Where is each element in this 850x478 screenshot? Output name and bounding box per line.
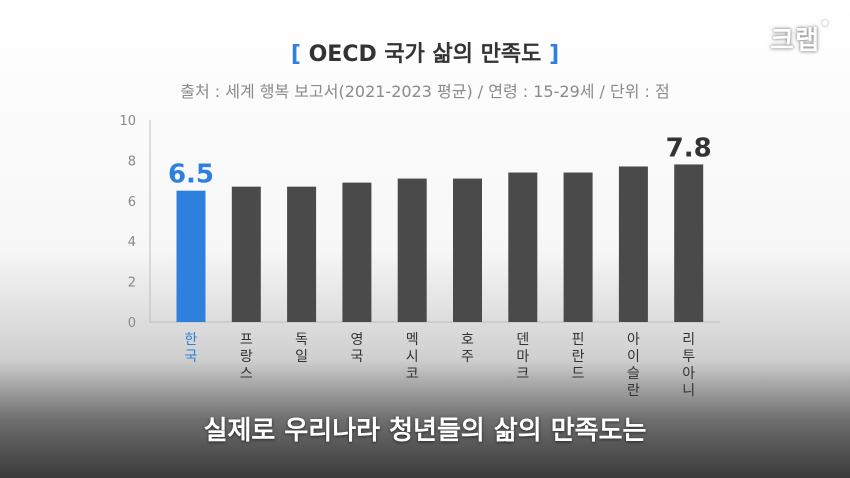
bar [453,178,482,322]
data-label: 6.5 [168,160,214,190]
logo-dot-icon [822,20,828,26]
title-bracket-close: ] [549,42,560,67]
y-tick-label: 6 [128,195,136,210]
bar [342,182,372,322]
bar [674,164,704,322]
bar [618,166,648,322]
subtitle-caption: 실제로 우리나라 청년들의 삶의 만족도는 [203,416,647,446]
brand-logo: 크랩 [770,20,828,57]
category-label: 리투아니아 [682,332,695,400]
logo-text: 크랩 [770,26,820,56]
y-tick-label: 2 [128,276,136,291]
bar [508,172,538,322]
bar-chart: 0 2 4 6 8 10 한국 프랑스 독일 영국 멕시코 호주 덴마크 핀란드 아이슬란드 리투아니아 6… [119,114,720,400]
bars [176,164,704,322]
y-tick-label: 4 [128,235,136,250]
data-label: 7.8 [666,133,712,163]
title-bracket-open: [ [290,42,301,67]
chart-subtitle: 출처 : 세계 행복 보고서(2021-2023 평균) / 연령 : 15-2… [180,82,670,101]
bar [287,186,317,322]
bar [397,178,427,322]
category-label: 아이슬란드 [627,332,640,400]
bar [176,190,206,322]
chart-title: [ OECD 국가 삶의 만족도 ] [0,36,850,68]
bar [563,172,593,322]
title-text: OECD 국가 삶의 만족도 [308,42,542,67]
category-labels: 한국 프랑스 독일 영국 멕시코 호주 덴마크 핀란드 아이슬란드 리투아니아 [185,332,696,400]
y-tick-label: 8 [128,154,136,169]
y-tick-label: 0 [128,316,136,331]
data-labels: 6.5 7.8 [168,133,712,189]
bar [231,186,261,322]
y-tick-label: 10 [119,114,136,129]
